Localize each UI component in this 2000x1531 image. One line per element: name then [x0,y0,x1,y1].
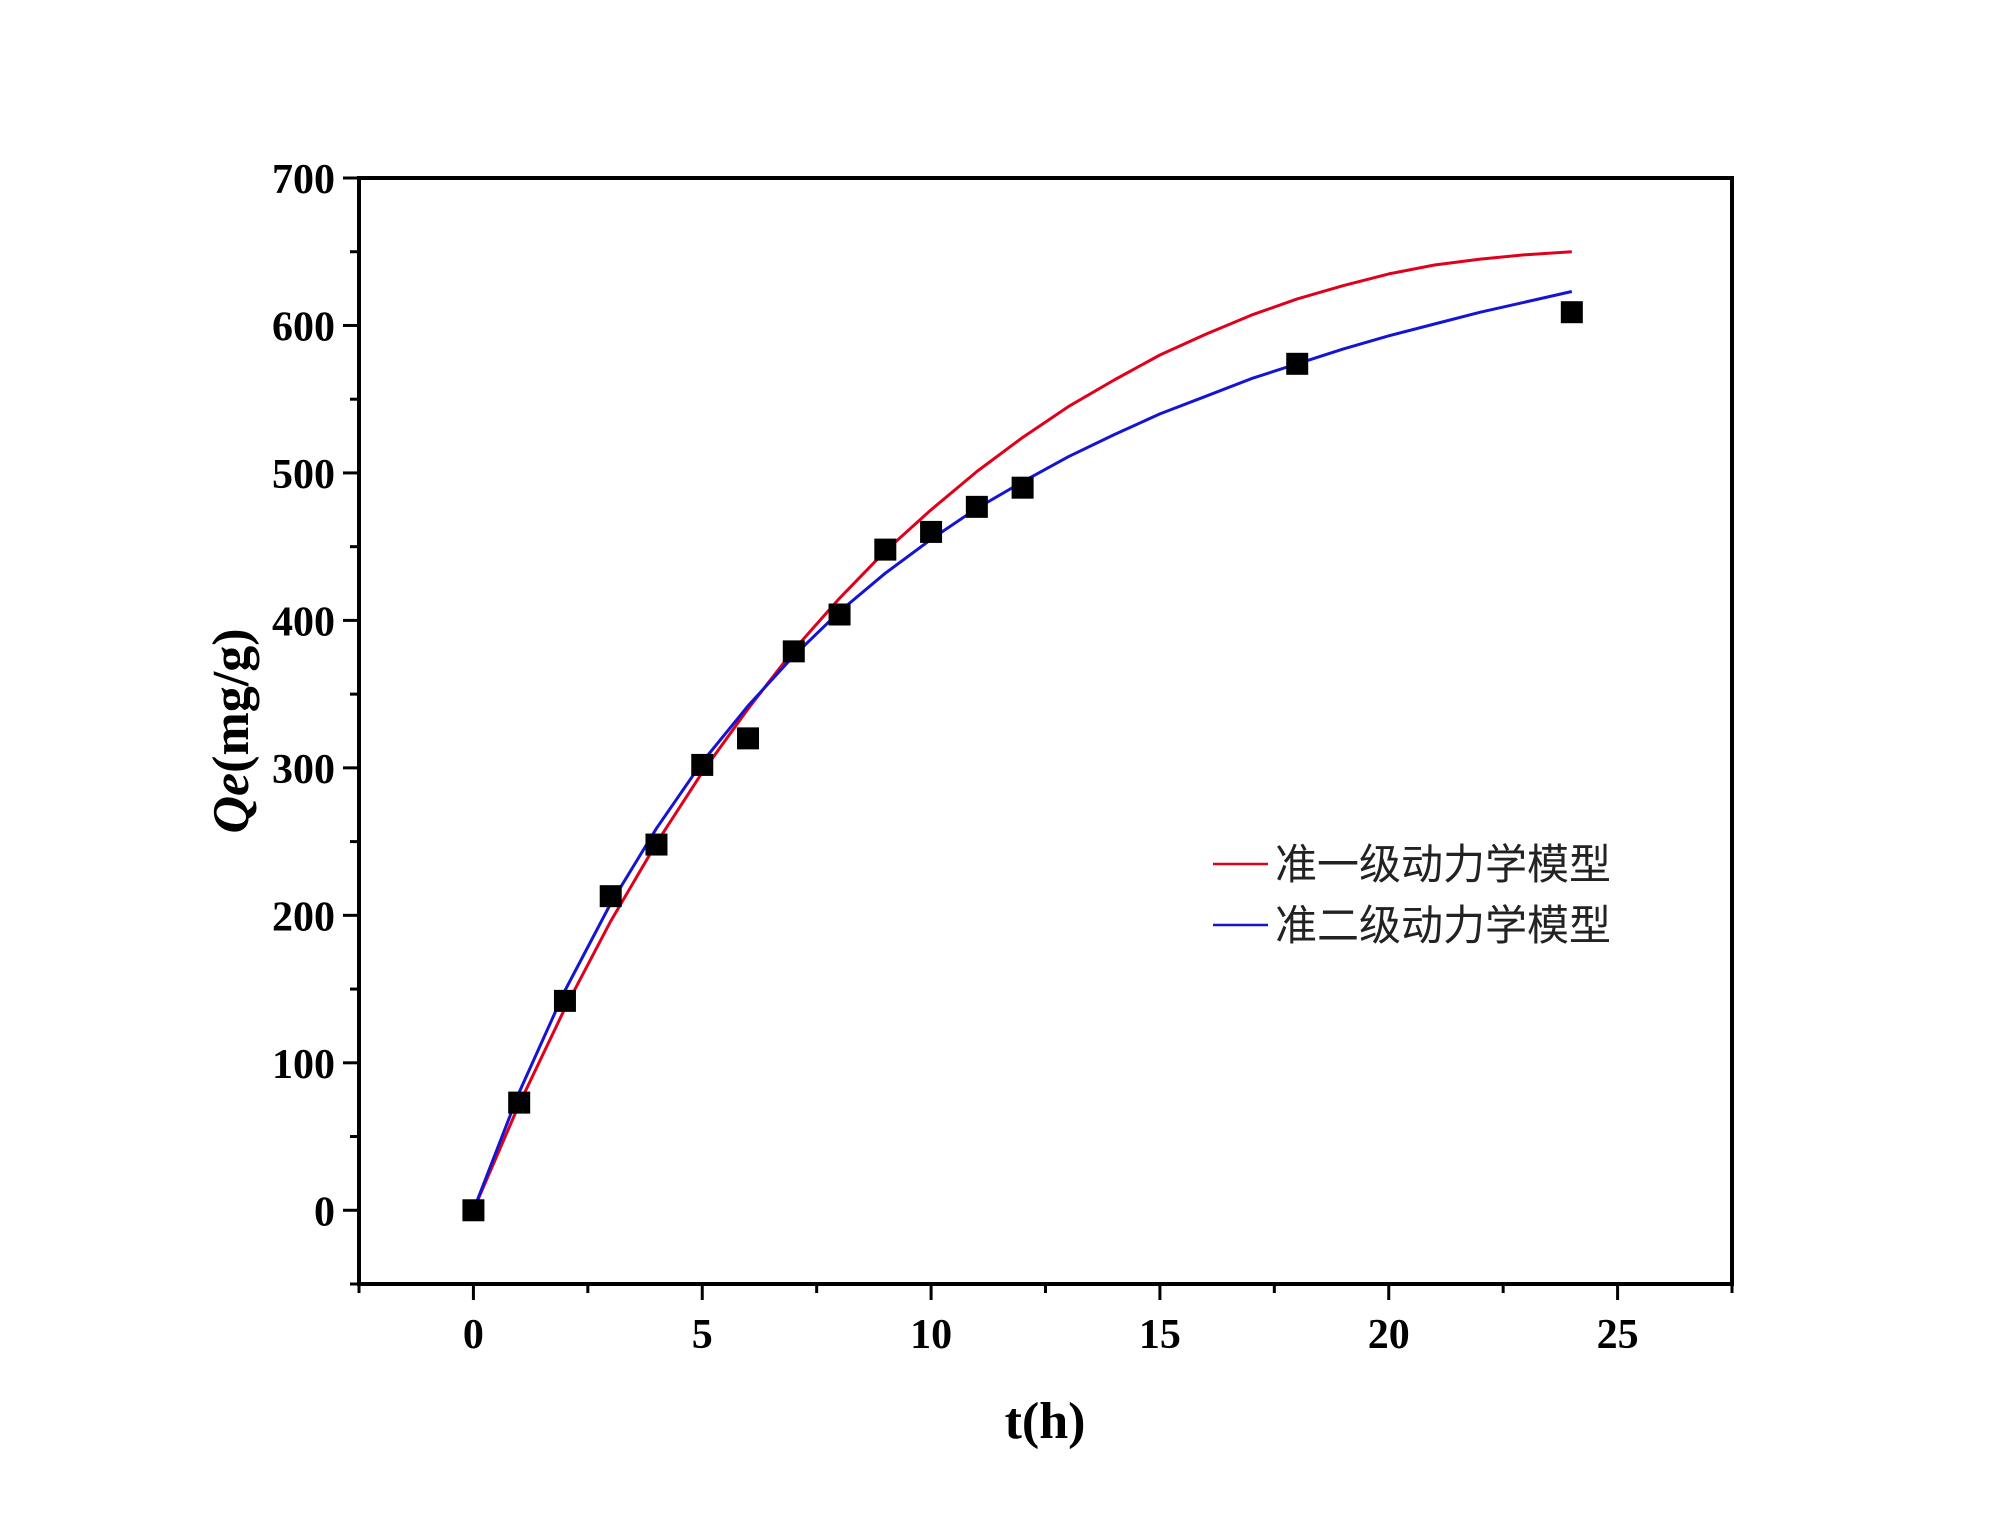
data-point [737,727,760,750]
legend-label-pfo: 准一级动力学模型 [1275,840,1611,889]
data-point [828,603,851,626]
x-tick-label: 5 [692,1312,713,1358]
y-tick-label: 0 [314,1189,335,1235]
y-tick-label: 200 [272,894,335,940]
y-axis-title-unit: (mg/g) [203,628,260,772]
data-point [1560,301,1583,324]
data-point [553,989,576,1012]
data-point [1286,352,1309,375]
data-point [645,833,668,856]
data-point [1011,476,1034,499]
y-axis-title: Qe(mg/g) [203,628,260,833]
plot-frame [357,176,1734,1286]
data-point [599,885,622,908]
data-point [782,640,805,663]
data-points [462,301,1583,1222]
data-point [920,520,943,543]
data-point [691,753,714,776]
y-tick-label: 600 [272,304,335,350]
x-tick-label: 20 [1368,1312,1410,1358]
data-point [508,1091,531,1114]
legend: 准一级动力学模型 准二级动力学模型 [1213,840,1611,950]
x-tick-label: 0 [463,1312,484,1358]
y-tick-label: 100 [272,1042,335,1088]
pso-fit-line [472,290,1573,1211]
data-point [874,538,897,561]
legend-label-pso: 准二级动力学模型 [1275,901,1611,950]
x-tick-label: 15 [1139,1312,1181,1358]
axis-ticks: 0 5 10 15 20 25 0 100 200 300 400 500 600 700 [272,157,1734,1358]
x-axis-title: t(h) [1005,1393,1086,1450]
y-tick-label: 500 [272,452,335,498]
y-tick-label: 700 [272,157,335,203]
data-point [965,495,988,518]
y-tick-label: 400 [272,599,335,645]
pfo-fit-line [472,250,1572,1211]
x-tick-label: 25 [1597,1312,1639,1358]
data-point [462,1199,485,1222]
x-tick-label: 10 [910,1312,952,1358]
fit-lines [472,250,1573,1211]
y-axis-title-symbol: Qe [203,773,260,834]
y-tick-label: 300 [272,747,335,793]
